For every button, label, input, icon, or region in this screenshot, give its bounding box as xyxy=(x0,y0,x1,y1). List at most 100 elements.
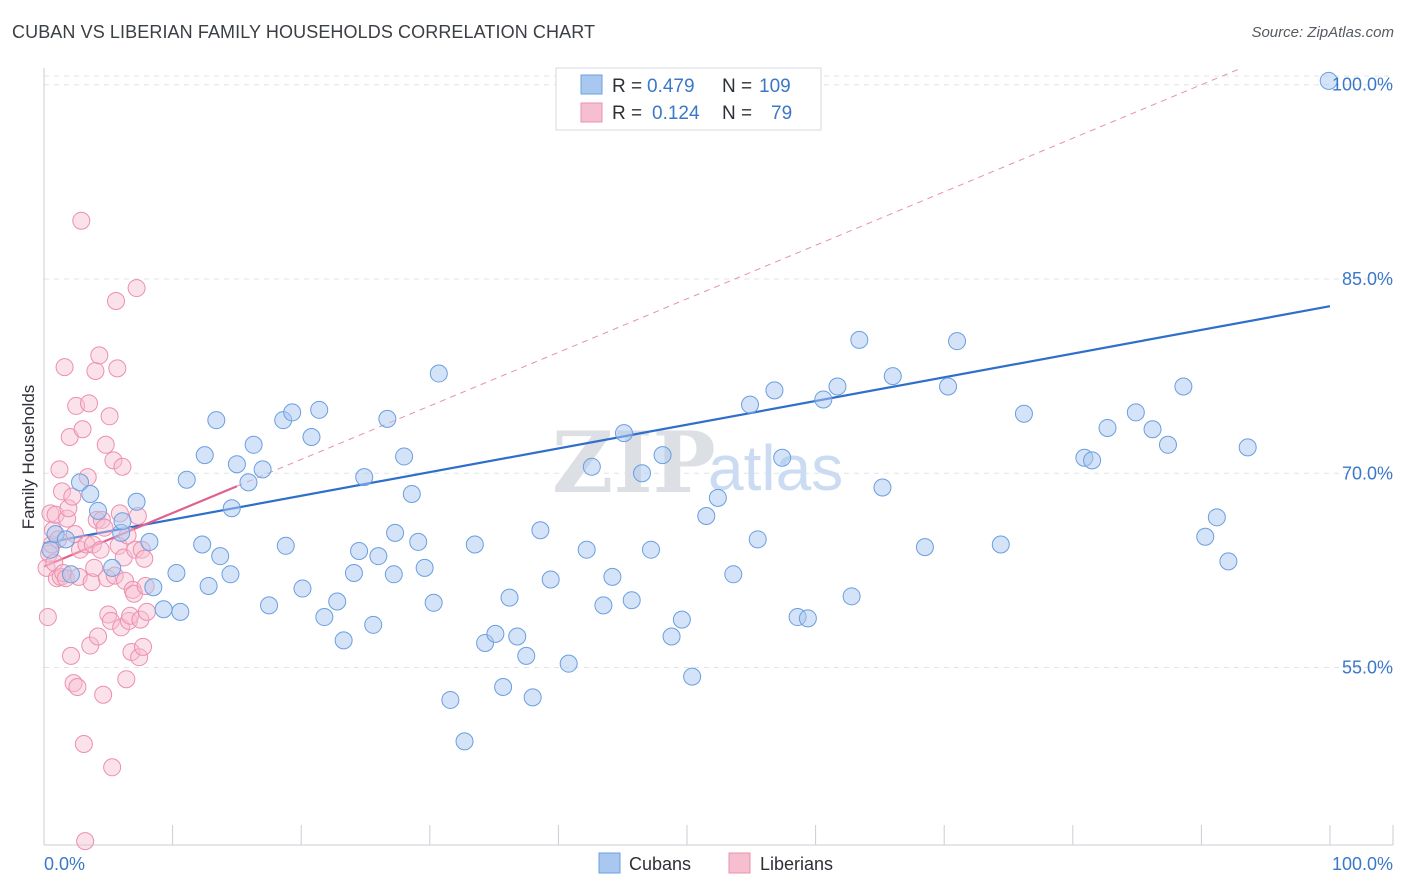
liberians-point xyxy=(53,482,72,501)
y-tick-label: 55.0% xyxy=(1342,658,1393,678)
liberians-stat-swatch xyxy=(580,102,603,123)
cubans-point xyxy=(310,400,329,419)
liberians-point xyxy=(72,211,91,230)
cubans-point xyxy=(378,409,397,428)
cubans-point xyxy=(315,608,334,627)
cubans-point xyxy=(939,377,958,396)
cubans-point xyxy=(350,541,369,560)
liberians-point xyxy=(113,457,132,476)
cubans-point xyxy=(724,565,743,584)
liberians-point xyxy=(117,670,136,689)
liberians-point xyxy=(89,627,108,646)
liberians-point xyxy=(108,359,127,378)
cubans-point xyxy=(127,492,146,511)
cubans-point xyxy=(409,532,428,551)
cubans-point xyxy=(531,521,550,540)
cubans-point xyxy=(56,530,75,549)
liberians-point xyxy=(130,648,149,667)
liberians-point xyxy=(121,606,140,625)
liberians-point xyxy=(116,571,135,590)
liberians-point xyxy=(80,394,99,413)
legend-liberians-label: Liberians xyxy=(760,854,833,874)
cubans-point xyxy=(508,627,527,646)
liberians-point xyxy=(95,518,114,537)
cubans-point xyxy=(364,615,383,634)
cubans-point xyxy=(828,377,847,396)
cubans-point xyxy=(221,565,240,584)
liberians-point xyxy=(107,292,126,311)
cubans-point xyxy=(842,587,861,606)
cubans-point xyxy=(486,624,505,643)
liberians-point xyxy=(77,535,96,554)
cubans-point xyxy=(1238,438,1257,457)
cubans-point xyxy=(500,588,519,607)
cubans-point xyxy=(614,424,633,443)
liberians-trend-line xyxy=(43,485,238,568)
cubans-point xyxy=(244,435,263,454)
watermark-atlas: atlas xyxy=(708,432,843,504)
cubans-point xyxy=(577,540,596,559)
liberians-point xyxy=(86,361,105,380)
cubans-r-value: 0.479 xyxy=(647,76,695,97)
cubans-point xyxy=(193,535,212,554)
cubans-point xyxy=(154,600,173,619)
cubans-point xyxy=(1319,71,1338,90)
cubans-point xyxy=(144,578,163,597)
liberians-point xyxy=(73,420,92,439)
y-tick-label: 100.0% xyxy=(1332,75,1393,95)
cubans-point xyxy=(641,540,660,559)
liberians-point xyxy=(81,636,100,655)
cubans-point xyxy=(103,558,122,577)
legend-cubans-label: Cubans xyxy=(629,854,691,874)
cubans-point xyxy=(1207,508,1226,527)
axes xyxy=(43,68,1394,846)
cubans-point xyxy=(1219,552,1238,571)
liberians-point xyxy=(91,540,110,559)
cubans-point xyxy=(662,627,681,646)
liberians-point xyxy=(85,558,104,577)
cubans-point xyxy=(328,592,347,611)
cubans-point xyxy=(1143,420,1162,439)
cubans-point xyxy=(1196,527,1215,546)
cubans-point xyxy=(302,428,321,447)
cubans-point xyxy=(494,677,513,696)
trend-lines xyxy=(43,68,1331,568)
cubans-point xyxy=(798,609,817,628)
cubans-point xyxy=(1014,404,1033,423)
cubans-n-label: N = xyxy=(722,76,752,97)
cubans-point xyxy=(222,499,241,518)
cubans-point xyxy=(915,538,934,557)
liberians-point xyxy=(104,451,123,470)
legend-liberians-swatch xyxy=(728,852,751,874)
cubans-point xyxy=(113,512,132,531)
liberians-point xyxy=(103,758,122,777)
y-tick-label: 85.0% xyxy=(1342,269,1393,289)
cubans-point xyxy=(253,460,272,479)
liberians-point xyxy=(135,549,154,568)
cubans-point xyxy=(582,457,601,476)
liberians-point xyxy=(127,279,146,298)
y-axis-title: Family Households xyxy=(19,385,38,530)
cubans-point xyxy=(239,473,258,492)
cubans-point xyxy=(334,631,353,650)
cubans-points xyxy=(41,71,1338,751)
cubans-trend-line xyxy=(43,305,1331,545)
cubans-point xyxy=(1174,377,1193,396)
liberians-point xyxy=(68,677,87,696)
liberians-trend-extension xyxy=(236,68,1241,487)
chart-title: CUBAN VS LIBERIAN FAMILY HOUSEHOLDS CORR… xyxy=(12,22,596,42)
cubans-point xyxy=(465,535,484,554)
legend-cubans-swatch xyxy=(598,852,621,874)
cubans-point xyxy=(708,488,727,507)
liberians-n-value: 79 xyxy=(771,103,792,124)
cubans-stat-swatch xyxy=(580,74,603,95)
liberians-point xyxy=(59,499,78,518)
liberians-r-label: R = xyxy=(612,103,642,124)
cubans-point xyxy=(850,330,869,349)
liberians-point xyxy=(90,346,109,365)
cubans-point xyxy=(355,468,374,487)
cubans-point xyxy=(883,367,902,386)
cubans-n-value: 109 xyxy=(759,76,791,97)
cubans-point xyxy=(653,446,672,465)
